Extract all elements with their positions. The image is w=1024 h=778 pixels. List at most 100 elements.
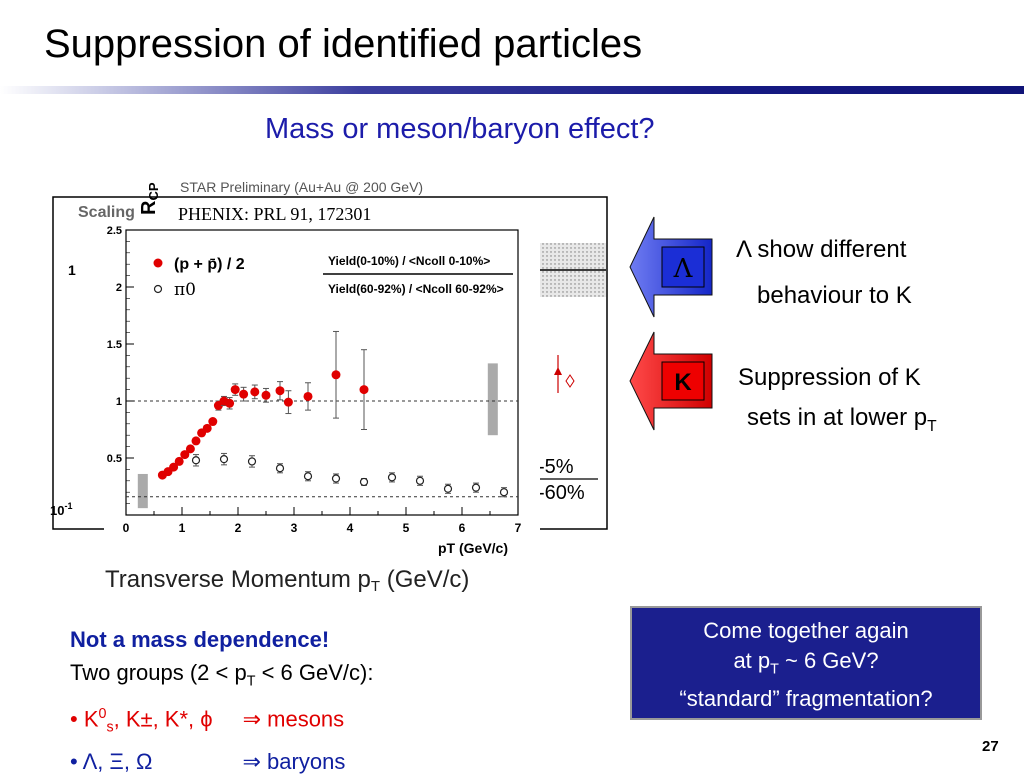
pion-point <box>219 455 229 464</box>
lambda-badge-text: Λ <box>673 254 694 284</box>
ratio-denominator: Yield(60-92%) / <Ncoll 60-92%> <box>328 282 504 296</box>
y-tick-label: 0.5 <box>107 453 122 465</box>
pion-point <box>415 476 425 485</box>
proton-point <box>174 456 184 466</box>
summary-line3: “standard” fragmentation? <box>679 686 933 712</box>
x-tick-label: 7 <box>515 521 522 535</box>
plot-area: 0 1 2 3 4 5 6 7 0.5 1 1.5 2 2.5 pT (GeV/c) (p + p̄) / … <box>107 225 522 556</box>
notes-line1: Two groups (2 < pT < 6 GeV/c): <box>70 656 373 698</box>
x-axis-label: pT (GeV/c) <box>438 540 508 556</box>
kaon-callout-line1: Suppression of K <box>738 362 921 394</box>
x-tick-label: 4 <box>347 521 354 535</box>
systematic-band-0 <box>137 473 148 509</box>
y-tick-label: 2.5 <box>107 225 122 237</box>
proton-point <box>261 390 271 400</box>
pion-point <box>443 484 453 493</box>
proton-point <box>202 423 212 433</box>
proton-point <box>239 389 249 399</box>
pion-point <box>387 473 397 482</box>
mesons-rest: , K±, K*, ϕ <box>113 706 213 732</box>
kaon-callout-text2: sets in at lower p <box>747 404 928 431</box>
page-number: 27 <box>982 738 999 755</box>
rcp-figure-svg: STAR Preliminary (Au+Au @ 200 GeV) Scali… <box>50 179 610 605</box>
proton-point <box>169 462 179 472</box>
systematic-band-1 <box>487 363 498 436</box>
rcp-figure: STAR Preliminary (Au+Au @ 200 GeV) Scali… <box>50 175 610 605</box>
proton-point <box>303 391 313 401</box>
y-tick-label: 2 <box>116 282 122 294</box>
star-xaxis-main: Transverse Momentum p <box>105 566 371 593</box>
kaon-arrow-svg: K <box>629 331 713 431</box>
lambda-arrow-svg: Λ <box>629 216 713 318</box>
x-tick-label: 0 <box>123 521 130 535</box>
star-xaxis-unit: (GeV/c) <box>380 566 469 593</box>
summary-box: Come together again at pT ~ 6 GeV? “stan… <box>630 606 982 720</box>
proton-point <box>275 386 285 396</box>
lambda-badge <box>661 246 705 288</box>
ratio-numerator: Yield(0-10%) / <Ncoll 0-10%> <box>328 254 490 268</box>
star-header: STAR Preliminary (Au+Au @ 200 GeV) <box>180 179 423 195</box>
star-scaling-text: Scaling <box>78 204 135 221</box>
mesons-arrow: ⇒ mesons <box>242 706 345 732</box>
notes-baryons: • Λ, Ξ, Ω ⇒ baryons <box>70 745 373 778</box>
notes-line1-a: Two groups (2 < p <box>70 660 247 685</box>
lambda-callout-text1: Λ show different <box>736 236 907 263</box>
star-xaxis-sub: T <box>371 578 380 595</box>
tick-exp: -1 <box>64 501 72 511</box>
pion-point <box>331 474 341 483</box>
legend-proton-marker <box>153 258 163 268</box>
summary-line2: at pT ~ 6 GeV? <box>632 646 980 684</box>
baryons-arrow: ⇒ baryons <box>242 749 346 775</box>
lambda-arrow: Λ <box>628 215 714 332</box>
proton-point <box>225 398 235 408</box>
star-legend-5: -5% <box>538 456 574 478</box>
phenix-panel-bg <box>104 225 540 555</box>
kaon-badge-text: K <box>674 369 692 396</box>
mesons-sub: s <box>106 720 114 737</box>
proton-point <box>331 370 341 380</box>
mesons-prefix: • K <box>70 706 99 732</box>
notes-block: Not a mass dependence! Two groups (2 < p… <box>70 623 373 778</box>
kaon-arrow: K <box>628 330 714 443</box>
pion-point <box>191 456 201 465</box>
lambda-callout-line2: behaviour to K <box>757 280 912 312</box>
x-tick-label: 2 <box>235 521 242 535</box>
kaon-callout-text1: Suppression of K <box>738 364 921 391</box>
proton-point <box>185 444 195 454</box>
notes-line1-sub: T <box>246 673 256 690</box>
kaon-badge <box>661 361 705 401</box>
kaon-callout-sub: T <box>927 417 937 435</box>
pion-point <box>247 457 257 466</box>
star-rcp-label: RCP <box>138 182 161 215</box>
x-tick-label: 1 <box>179 521 186 535</box>
x-tick-label: 5 <box>403 521 410 535</box>
lambda-callout-line1: Λ show different <box>736 234 906 266</box>
slide-title: Suppression of identified particles <box>44 22 643 66</box>
tick-base: 10 <box>50 503 64 518</box>
notes-mesons: • K0s, K±, K*, ϕ ⇒ mesons <box>70 698 373 745</box>
pion-point <box>359 477 369 487</box>
lambda-callout-text2: behaviour to K <box>757 282 912 309</box>
proton-point <box>180 450 190 460</box>
proton-point <box>230 385 240 395</box>
summary-line1: Come together again <box>703 618 909 643</box>
phenix-label-bg <box>168 203 458 225</box>
star-tick-1: 1 <box>68 262 76 278</box>
pion-point <box>499 488 509 497</box>
star-xaxis-title: Transverse Momentum pT (GeV/c) <box>105 566 469 595</box>
legend-proton-label: (p + p̄) / 2 <box>174 256 245 273</box>
pion-point <box>471 483 481 492</box>
legend-pion-label: π0 <box>174 280 196 300</box>
star-kaon-marker <box>565 374 575 388</box>
kaon-callout-line2: sets in at lower pT <box>747 402 937 443</box>
summary-line2-b: ~ 6 GeV? <box>778 648 879 673</box>
baryons-prefix: • Λ, Ξ, Ω <box>70 749 153 775</box>
star-tick-0.1: 10-1 <box>50 501 72 518</box>
pion-point <box>303 472 313 481</box>
y-tick-label: 1.5 <box>107 339 122 351</box>
rcp-main: R <box>138 200 160 215</box>
notes-heading: Not a mass dependence! <box>70 627 330 652</box>
mesons-sup: 0 <box>98 706 107 723</box>
pion-point <box>275 464 285 473</box>
notes-line1-b: < 6 GeV/c): <box>255 660 374 685</box>
